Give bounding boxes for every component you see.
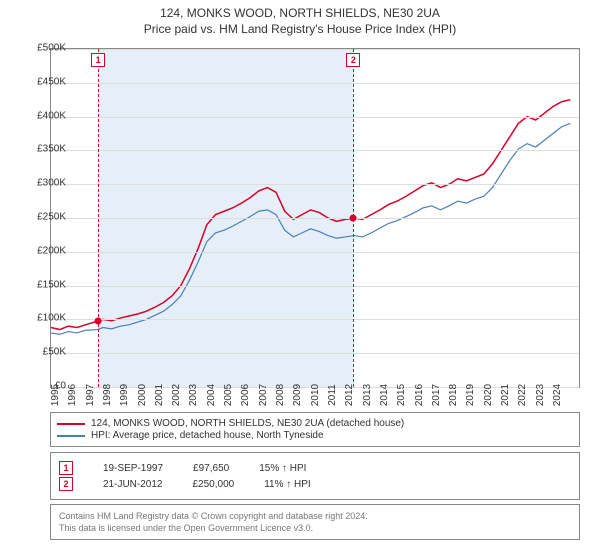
- x-axis-label: 2004: [206, 384, 217, 406]
- footer-line-1: Contains HM Land Registry data © Crown c…: [59, 510, 571, 522]
- sale-price: £250,000: [192, 479, 234, 490]
- y-axis-label: £300K: [24, 178, 66, 189]
- x-axis-label: 2022: [517, 384, 528, 406]
- sale-price: £97,650: [193, 463, 229, 474]
- x-axis-label: 2010: [310, 384, 321, 406]
- sale-delta: 15% ↑ HPI: [259, 463, 306, 474]
- gridline: [51, 49, 579, 50]
- legend-label: HPI: Average price, detached house, Nort…: [91, 430, 324, 441]
- x-axis-label: 2019: [465, 384, 476, 406]
- legend-row: HPI: Average price, detached house, Nort…: [57, 430, 573, 441]
- x-axis-label: 2009: [292, 384, 303, 406]
- gridline: [51, 286, 579, 287]
- x-axis-label: 2012: [344, 384, 355, 406]
- y-axis-label: £500K: [24, 43, 66, 54]
- x-axis-label: 2018: [448, 384, 459, 406]
- y-axis-label: £150K: [24, 279, 66, 290]
- sales-box: 1 19-SEP-1997 £97,650 15% ↑ HPI 2 21-JUN…: [50, 452, 580, 500]
- y-axis-label: £350K: [24, 144, 66, 155]
- legend-swatch: [57, 435, 85, 437]
- sale-marker-box: 2: [346, 53, 360, 67]
- sale-point-dot: [95, 317, 102, 324]
- x-axis-label: 2014: [379, 384, 390, 406]
- sale-row: 2 21-JUN-2012 £250,000 11% ↑ HPI: [59, 477, 571, 491]
- x-axis-label: 2021: [500, 384, 511, 406]
- x-axis-label: 1998: [102, 384, 113, 406]
- sale-marker-num: 1: [63, 463, 68, 473]
- title-block: 124, MONKS WOOD, NORTH SHIELDS, NE30 2UA…: [0, 0, 600, 36]
- sale-marker-num: 2: [63, 479, 68, 489]
- x-axis-label: 2000: [137, 384, 148, 406]
- sale-rule: [98, 49, 99, 387]
- y-axis-label: £250K: [24, 212, 66, 223]
- gridline: [51, 184, 579, 185]
- x-axis-label: 2005: [223, 384, 234, 406]
- title-line-2: Price paid vs. HM Land Registry's House …: [0, 22, 600, 36]
- x-axis-label: 2002: [171, 384, 182, 406]
- y-axis-label: £400K: [24, 110, 66, 121]
- gridline: [51, 218, 579, 219]
- footer-line-2: This data is licensed under the Open Gov…: [59, 522, 571, 534]
- sale-delta: 11% ↑ HPI: [264, 479, 311, 490]
- gridline: [51, 117, 579, 118]
- y-axis-label: £50K: [24, 347, 66, 358]
- x-axis-label: 2006: [240, 384, 251, 406]
- gridline: [51, 353, 579, 354]
- sale-marker-icon: 2: [59, 477, 73, 491]
- sale-point-dot: [350, 215, 357, 222]
- x-axis-label: 2003: [188, 384, 199, 406]
- sale-date: 19-SEP-1997: [103, 463, 163, 474]
- x-axis-label: 1999: [119, 384, 130, 406]
- gridline: [51, 83, 579, 84]
- sale-date: 21-JUN-2012: [103, 479, 162, 490]
- legend-label: 124, MONKS WOOD, NORTH SHIELDS, NE30 2UA…: [91, 418, 404, 429]
- x-axis-label: 2017: [431, 384, 442, 406]
- series-line: [51, 100, 570, 330]
- gridline: [51, 319, 579, 320]
- footer-box: Contains HM Land Registry data © Crown c…: [50, 504, 580, 540]
- x-axis-label: 1996: [67, 384, 78, 406]
- x-axis-label: 1997: [85, 384, 96, 406]
- x-axis-label: 1995: [50, 384, 61, 406]
- x-axis-label: 2020: [483, 384, 494, 406]
- legend-swatch: [57, 423, 85, 425]
- title-line-1: 124, MONKS WOOD, NORTH SHIELDS, NE30 2UA: [0, 6, 600, 20]
- x-axis-label: 2023: [535, 384, 546, 406]
- x-axis-label: 2008: [275, 384, 286, 406]
- x-axis-label: 2016: [414, 384, 425, 406]
- gridline: [51, 150, 579, 151]
- x-axis-label: 2015: [396, 384, 407, 406]
- plot-area: 12: [50, 48, 580, 388]
- x-axis-label: 2007: [258, 384, 269, 406]
- legend-box: 124, MONKS WOOD, NORTH SHIELDS, NE30 2UA…: [50, 412, 580, 447]
- sale-marker-box: 1: [91, 53, 105, 67]
- y-axis-label: £450K: [24, 76, 66, 87]
- x-axis-label: 2013: [362, 384, 373, 406]
- sale-row: 1 19-SEP-1997 £97,650 15% ↑ HPI: [59, 461, 571, 475]
- x-axis-label: 2011: [327, 384, 338, 406]
- y-axis-label: £100K: [24, 313, 66, 324]
- x-axis-label: 2024: [552, 384, 563, 406]
- legend-row: 124, MONKS WOOD, NORTH SHIELDS, NE30 2UA…: [57, 418, 573, 429]
- series-line: [51, 123, 570, 334]
- y-axis-label: £200K: [24, 245, 66, 256]
- chart-container: 124, MONKS WOOD, NORTH SHIELDS, NE30 2UA…: [0, 0, 600, 560]
- gridline: [51, 252, 579, 253]
- sale-marker-icon: 1: [59, 461, 73, 475]
- x-axis-label: 2001: [154, 384, 165, 406]
